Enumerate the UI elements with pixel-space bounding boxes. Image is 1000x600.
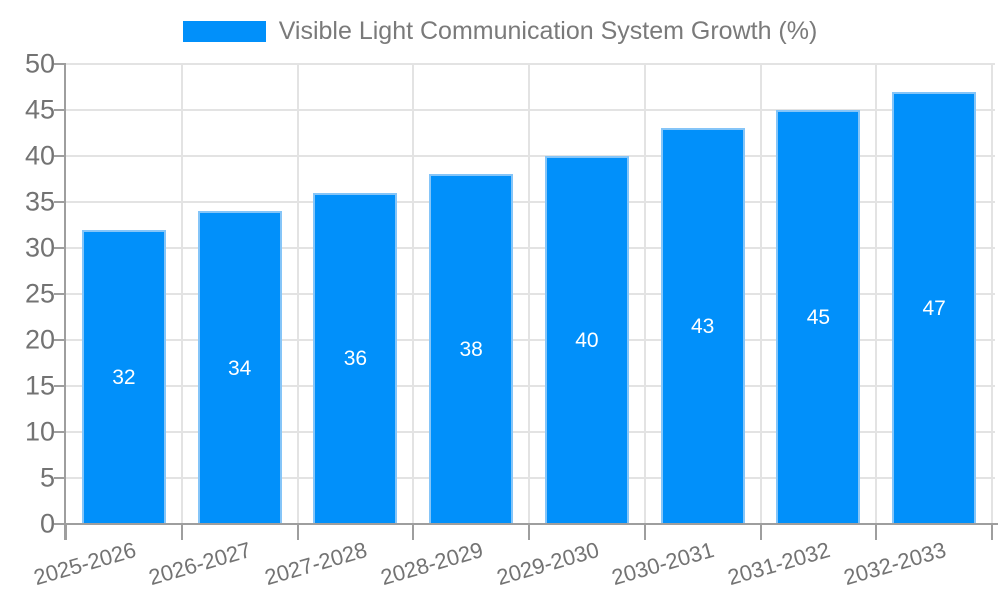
y-tick-mark (54, 63, 66, 65)
y-tick-mark (54, 385, 66, 387)
x-axis-line (64, 523, 998, 525)
x-gridline (296, 63, 299, 523)
bar-value-label: 38 (459, 338, 483, 362)
bar: 36 (313, 192, 398, 524)
y-gridline (66, 293, 995, 295)
x-tick-label: 2029-2030 (493, 537, 602, 591)
x-gridline (875, 63, 878, 523)
x-gridline (759, 63, 762, 523)
y-tick-mark (54, 523, 66, 525)
x-tick-label: 2031-2032 (724, 537, 833, 591)
x-gridline (991, 63, 993, 523)
y-tick-label: 40 (24, 140, 55, 171)
y-gridline (66, 385, 995, 387)
x-tick-label: 2027-2028 (261, 537, 370, 591)
y-tick-label: 5 (39, 462, 55, 493)
bar: 34 (197, 211, 282, 524)
y-tick-label: 15 (24, 370, 55, 401)
x-tick-mark (875, 524, 878, 540)
y-gridline (66, 247, 995, 249)
bar-value-label: 45 (806, 306, 831, 329)
y-tick-mark (54, 247, 66, 249)
bar-value-label: 47 (922, 296, 946, 320)
x-tick-label: 2026-2027 (146, 537, 255, 591)
bar: 47 (892, 91, 977, 524)
y-tick-mark (54, 339, 66, 341)
bar-value-label: 36 (343, 347, 368, 371)
bar: 45 (776, 110, 861, 524)
y-tick-mark (54, 109, 66, 111)
x-gridline (643, 63, 646, 523)
y-gridline (66, 431, 995, 433)
y-gridline (66, 155, 995, 157)
y-tick-label: 25 (24, 278, 55, 309)
y-tick-mark (54, 477, 66, 479)
x-tick-label: 2025-2026 (30, 537, 139, 591)
y-gridline (66, 109, 995, 111)
y-tick-mark (54, 201, 66, 203)
y-gridline (66, 201, 995, 203)
x-tick-mark (991, 524, 993, 540)
bar: 40 (544, 156, 629, 524)
y-tick-mark (54, 155, 66, 157)
y-tick-label: 30 (24, 232, 55, 263)
bar: 43 (660, 128, 745, 524)
y-gridline (66, 339, 995, 341)
y-tick-mark (54, 431, 66, 433)
legend-label: Visible Light Communication System Growt… (278, 17, 818, 45)
x-tick-mark (65, 524, 67, 540)
y-tick-label: 20 (24, 324, 55, 355)
bar-value-label: 34 (227, 356, 252, 380)
bar: 32 (81, 229, 166, 524)
y-tick-label: 45 (24, 94, 55, 125)
bar-value-label: 43 (690, 315, 715, 339)
x-tick-label: 2032-2033 (840, 537, 949, 591)
x-tick-mark (759, 524, 762, 540)
x-tick-label: 2030-2031 (609, 537, 718, 591)
y-axis-line (64, 63, 66, 540)
y-tick-label: 50 (24, 48, 55, 79)
x-tick-mark (643, 524, 646, 540)
y-tick-label: 35 (24, 186, 55, 217)
x-tick-mark (296, 524, 299, 540)
legend: Visible Light Communication System Growt… (0, 17, 1000, 46)
x-tick-mark (528, 524, 530, 540)
y-gridline (66, 63, 995, 65)
legend-swatch (182, 21, 266, 42)
bar-value-label: 32 (112, 365, 136, 389)
y-tick-label: 0 (39, 508, 55, 539)
x-tick-label: 2028-2029 (377, 537, 486, 591)
x-gridline (412, 63, 415, 523)
bar-value-label: 40 (575, 329, 599, 352)
x-gridline (180, 63, 183, 523)
x-tick-mark (412, 524, 415, 540)
y-tick-mark (54, 293, 66, 295)
y-tick-label: 10 (24, 416, 55, 447)
x-tick-mark (180, 524, 183, 540)
x-gridline (528, 63, 530, 523)
y-gridline (66, 477, 995, 479)
bar: 38 (429, 174, 514, 524)
